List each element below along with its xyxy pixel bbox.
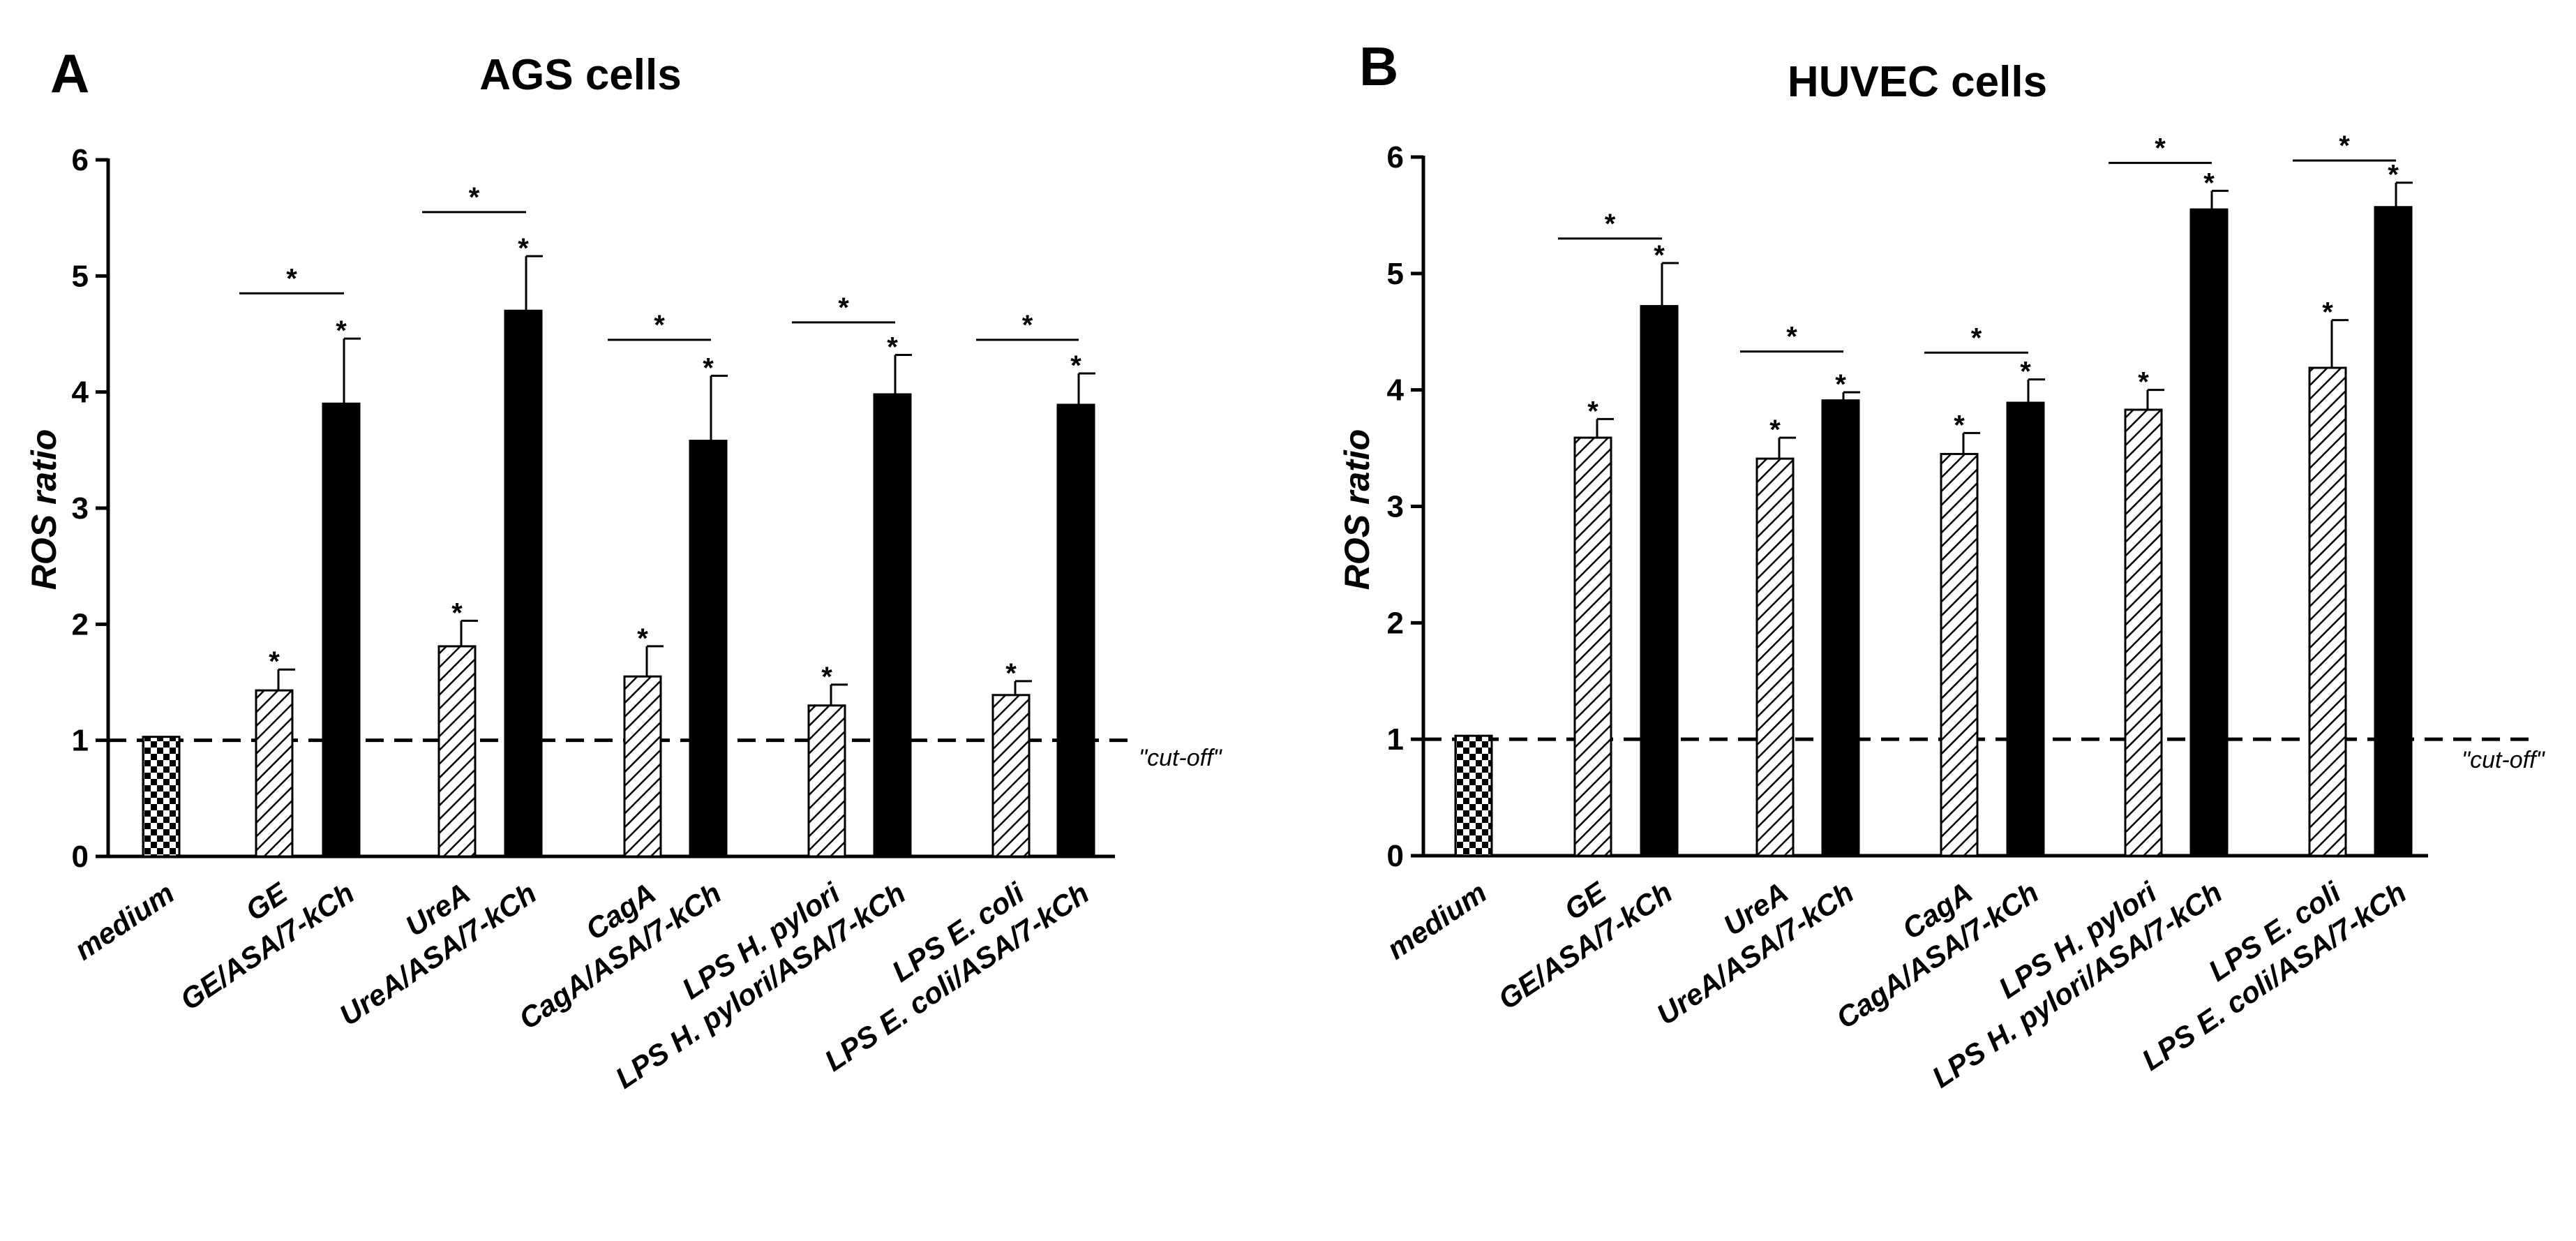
comparison-star: * <box>1605 209 1616 239</box>
significance-star: * <box>1070 350 1081 381</box>
comparison-star: * <box>2339 131 2350 161</box>
bar <box>142 736 181 858</box>
bar <box>255 689 294 858</box>
y-tick-label: 5 <box>1387 257 1404 291</box>
bar <box>991 694 1031 858</box>
bar <box>2124 408 2163 857</box>
y-tick-label: 3 <box>1387 490 1404 524</box>
y-tick-label: 6 <box>1387 140 1404 174</box>
y-tick-label: 2 <box>1387 606 1404 640</box>
significance-star: * <box>1769 415 1781 445</box>
y-axis-label: ROS ratio <box>1338 429 1377 590</box>
bar <box>2374 206 2413 857</box>
significance-star: * <box>2138 367 2149 398</box>
significance-star: * <box>1654 240 1665 271</box>
x-tick-label: medium <box>68 876 180 966</box>
panel-letter: A <box>50 43 89 104</box>
bar <box>1454 734 1493 857</box>
bar <box>623 675 662 858</box>
comparison-star: * <box>654 310 665 341</box>
comparison-star: * <box>838 292 849 323</box>
significance-star: * <box>821 662 832 692</box>
bar <box>2308 366 2347 857</box>
significance-star: * <box>2020 357 2031 387</box>
significance-star: * <box>703 352 714 383</box>
bar <box>2189 208 2229 857</box>
x-tick-label: LPS H. pylori/ASA/7-kCh <box>1926 875 2228 1094</box>
significance-star: * <box>1954 410 1965 440</box>
bar <box>437 645 477 858</box>
comparison-star: * <box>1022 310 1033 341</box>
cutoff-label: "cut-off" <box>2462 747 2546 773</box>
significance-star: * <box>637 623 648 654</box>
bar <box>689 440 728 858</box>
y-tick-label: 0 <box>1387 839 1404 873</box>
bar <box>1821 399 1860 857</box>
chart-marks: 0123456medium*GE*GE/ASA/7-kCh*UreA*UreA/… <box>68 143 1137 1095</box>
significance-star: * <box>1835 369 1846 400</box>
bar <box>504 309 543 858</box>
significance-star: * <box>2322 297 2333 328</box>
y-tick-label: 2 <box>72 607 89 641</box>
significance-star: * <box>269 646 280 677</box>
bar <box>322 402 361 858</box>
chart-marks: 0123456medium*GE*GE/ASA/7-kCh*UreA*UreA/… <box>1381 131 2533 1094</box>
chart-panel-a: A AGS cells ROS ratio "cut-off" 0 1 2 3 4 5 6 m… <box>24 43 1223 1095</box>
significance-star: * <box>1005 658 1017 689</box>
chart-title: HUVEC cells <box>1788 58 2047 106</box>
chart-title: AGS cells <box>479 51 681 99</box>
comparison-star: * <box>1786 322 1797 352</box>
comparison-star: * <box>469 182 480 213</box>
bar <box>1755 457 1795 857</box>
comparison-star: * <box>286 263 297 294</box>
comparison-star: * <box>1971 322 1982 353</box>
cutoff-label: "cut-off" <box>1139 745 1223 771</box>
bar <box>1640 305 1679 857</box>
bar <box>873 393 912 858</box>
bar <box>1056 403 1095 858</box>
y-tick-label: 6 <box>72 143 89 177</box>
y-tick-label: 4 <box>1387 373 1405 408</box>
y-tick-label: 4 <box>72 376 89 410</box>
bar <box>1940 452 1979 857</box>
significance-star: * <box>2388 160 2399 191</box>
significance-star: * <box>336 315 347 346</box>
significance-star: * <box>518 233 529 264</box>
chart-panel-b: B HUVEC cells ROS ratio "cut-off" 0 1 2 3 4 5… <box>1338 36 2546 1094</box>
x-tick-label: LPS H. pylori/ASA/7-kCh <box>609 876 911 1094</box>
comparison-star: * <box>2155 133 2166 163</box>
significance-star: * <box>1587 396 1598 426</box>
y-tick-label: 1 <box>72 724 89 758</box>
panel-letter: B <box>1359 36 1398 97</box>
significance-star: * <box>2203 168 2215 198</box>
significance-star: * <box>887 332 898 362</box>
y-tick-label: 0 <box>72 840 89 874</box>
bar <box>2006 401 2045 857</box>
y-tick-label: 5 <box>72 259 89 293</box>
y-tick-label: 3 <box>72 491 89 526</box>
y-axis-label: ROS ratio <box>24 429 63 590</box>
significance-star: * <box>451 597 463 628</box>
bar <box>1573 436 1612 857</box>
bar <box>807 704 846 858</box>
x-tick-label: medium <box>1381 875 1492 965</box>
y-tick-label: 1 <box>1387 722 1404 757</box>
